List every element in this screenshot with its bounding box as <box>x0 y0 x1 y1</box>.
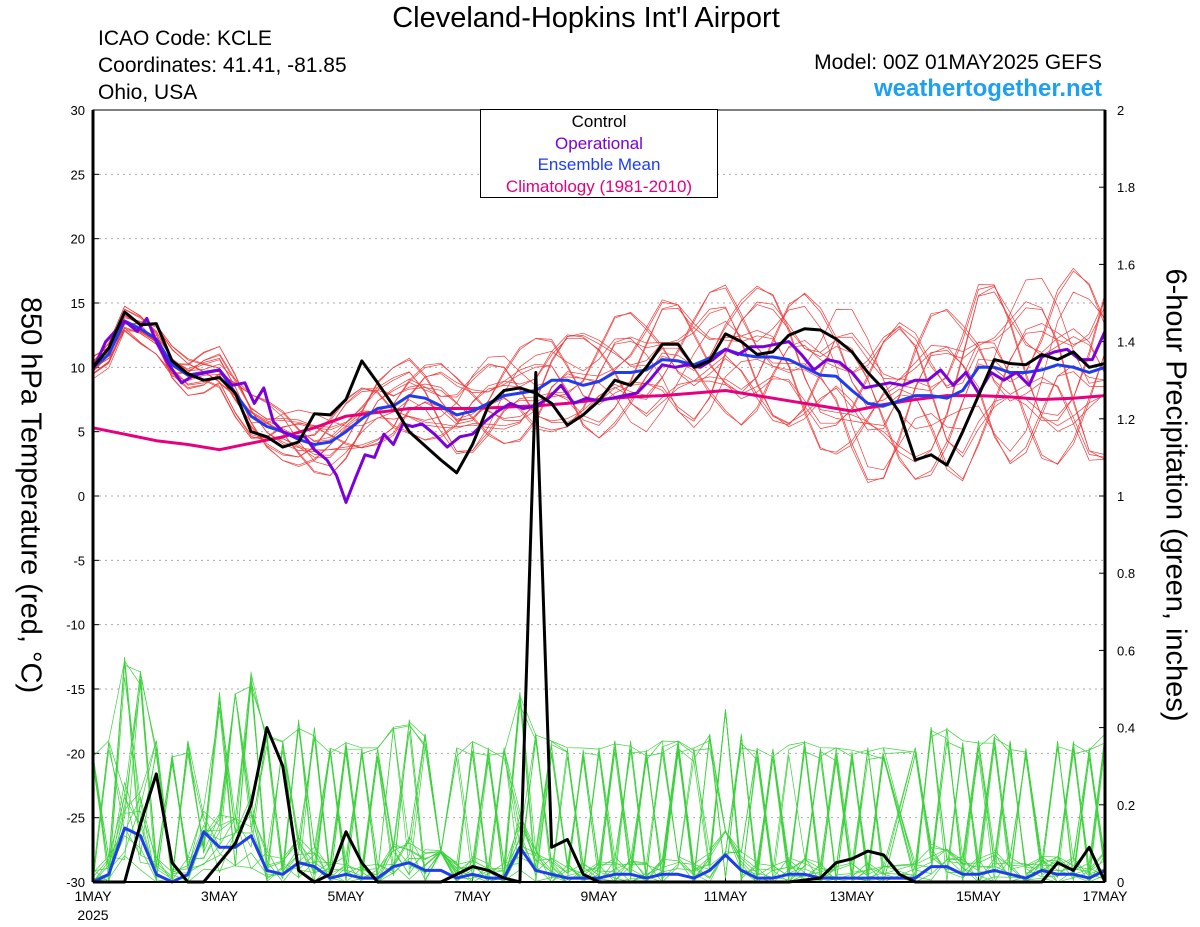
x-tick-label: 5MAY <box>327 888 365 904</box>
y2-tick-label: 2 <box>1117 103 1124 118</box>
y-tick-label: 25 <box>71 167 85 182</box>
y-axis-label-left: 850 hPa Temperature (red, °C) <box>14 296 47 694</box>
x-tick-label: 3MAY <box>201 888 239 904</box>
legend-operational: Operational <box>555 133 643 153</box>
y2-tick-label: 0.8 <box>1117 566 1135 581</box>
chart-title: Cleveland-Hopkins Int'l Airport <box>392 2 780 34</box>
precip-member-line <box>92 686 1106 883</box>
temp-member-line <box>92 293 1106 454</box>
x-tick-label: 7MAY <box>454 888 492 904</box>
precip-member-line <box>92 682 1106 883</box>
y-tick-label: 5 <box>78 425 85 440</box>
y2-tick-label: 0.4 <box>1117 721 1135 736</box>
temp-member-line <box>92 302 1106 465</box>
y-tick-label: 20 <box>71 232 85 247</box>
legend: Control Operational Ensemble Mean Climat… <box>480 109 718 198</box>
legend-climatology: Climatology (1981-2010) <box>505 176 693 196</box>
x-tick-label: 1MAY <box>74 888 112 904</box>
y-tick-label: -5 <box>73 553 85 568</box>
y2-tick-label: 1 <box>1117 489 1124 504</box>
x-tick-label: 11MAY <box>704 888 748 904</box>
x-tick-label: 15MAY <box>956 888 1002 904</box>
y2-tick-label: 1.6 <box>1117 257 1135 272</box>
y-tick-label: -15 <box>66 682 85 697</box>
temp-member-line <box>92 287 1106 483</box>
temp-member-line <box>92 306 1106 461</box>
precip-member-line <box>92 657 1106 883</box>
precip-member-line <box>92 678 1106 883</box>
legend-control: Control <box>571 112 627 131</box>
y-tick-label: -10 <box>66 618 85 633</box>
temp-member-line <box>92 313 1106 462</box>
precip-member-line <box>92 673 1106 883</box>
x-tick-label: 13MAY <box>830 888 876 904</box>
icao-code: ICAO Code: KCLE <box>98 27 272 50</box>
precip-member-line <box>92 673 1106 883</box>
y-tick-label: 30 <box>71 103 85 118</box>
x-tick-label: 17MAY <box>1083 888 1129 904</box>
y2-tick-label: 1.8 <box>1117 180 1135 195</box>
y-axis-label-right: 6-hour Precipitation (green, inches) <box>1159 268 1192 722</box>
precip-member-line <box>92 681 1106 883</box>
y-tick-label: 0 <box>78 489 85 504</box>
precip-member-line <box>92 674 1106 883</box>
y2-tick-label: 1.2 <box>1117 412 1135 427</box>
legend-ensemble-mean: Ensemble Mean <box>537 155 661 174</box>
x-tick-sublabel: 2025 <box>77 907 108 923</box>
temp-operational-line <box>91 316 1107 504</box>
x-tick-label: 9MAY <box>580 888 618 904</box>
temp-member-line <box>92 285 1106 463</box>
y2-tick-label: 0.6 <box>1117 643 1135 658</box>
coordinates: Coordinates: 41.41, -81.85 <box>98 54 347 77</box>
y-tick-label: 15 <box>71 296 85 311</box>
temp-member-line <box>92 293 1106 482</box>
temp-member-line <box>92 296 1106 458</box>
model-run: Model: 00Z 01MAY2025 GEFS <box>814 51 1102 74</box>
site-name[interactable]: weathertogether.net <box>873 75 1102 102</box>
y-tick-label: -25 <box>66 811 85 826</box>
precip-member-line <box>92 677 1106 883</box>
y-tick-label: 10 <box>71 360 85 375</box>
region: Ohio, USA <box>98 81 198 104</box>
y2-tick-label: 0.2 <box>1117 798 1135 813</box>
temp-member-line <box>92 285 1106 467</box>
y-tick-label: -20 <box>66 746 85 761</box>
temp-control-line <box>91 310 1106 475</box>
y2-tick-label: 0 <box>1117 875 1124 890</box>
y-tick-label: -30 <box>66 875 85 890</box>
precip-member-line <box>92 662 1106 883</box>
temp-member-line <box>92 284 1106 481</box>
y2-tick-label: 1.4 <box>1117 335 1135 350</box>
precip-control-line <box>93 371 1107 884</box>
temp-ensemble-mean-line <box>92 319 1106 446</box>
